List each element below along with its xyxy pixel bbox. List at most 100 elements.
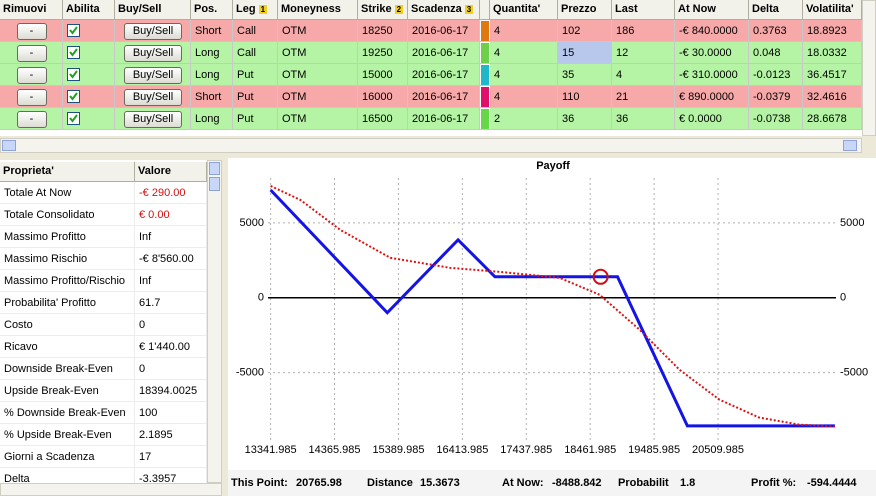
cell: 2016-06-17	[408, 64, 480, 86]
column-header[interactable]: Prezzo	[558, 0, 612, 20]
leg-color	[480, 42, 490, 64]
checkbox[interactable]	[67, 90, 80, 103]
cell: Buy/Sell	[115, 42, 191, 64]
column-header[interactable]: Scadenza 3	[408, 0, 480, 20]
cell: Put	[233, 86, 278, 108]
leg-color-swatch	[481, 65, 489, 85]
column-header[interactable]: Moneyness	[278, 0, 358, 20]
status-label: Distance	[367, 477, 413, 489]
button[interactable]: Buy/Sell	[124, 23, 182, 40]
cell: Massimo Rischio	[0, 248, 135, 270]
cell: 18.8923	[803, 20, 862, 42]
button[interactable]: -	[16, 67, 47, 84]
cell: 4	[612, 64, 675, 86]
status-value: 1.8	[680, 477, 695, 489]
column-header[interactable]: Delta	[749, 0, 803, 20]
cell: 18394.0025	[135, 380, 207, 402]
column-header[interactable]: At Now	[675, 0, 749, 20]
button[interactable]: Buy/Sell	[124, 45, 182, 62]
checkbox[interactable]	[67, 112, 80, 125]
cell: 0	[135, 314, 207, 336]
cell: 4	[490, 20, 558, 42]
cell	[63, 108, 115, 130]
button[interactable]: Buy/Sell	[124, 89, 182, 106]
header-label: Volatilita'	[806, 3, 854, 15]
sort-badge: 3	[464, 4, 474, 14]
y2-tick-label: 5000	[840, 217, 864, 229]
column-header[interactable]: Quantita'	[490, 0, 558, 20]
h-scrollbar[interactable]	[0, 483, 222, 496]
cell: -0.0738	[749, 108, 803, 130]
column-header[interactable]: Rimuovi	[0, 0, 63, 20]
cell: Buy/Sell	[115, 86, 191, 108]
legs-table: Rimuovi Abilita Buy/Sell Pos. Leg 1 Moneyness S…	[0, 0, 862, 136]
cell	[63, 64, 115, 86]
cell: 2016-06-17	[408, 86, 480, 108]
checkbox[interactable]	[67, 24, 80, 37]
column-header[interactable]: Strike 2	[358, 0, 408, 20]
cell: 0.048	[749, 42, 803, 64]
cell: Costo	[0, 314, 135, 336]
button[interactable]: -	[16, 111, 47, 128]
h-scrollbar[interactable]	[0, 138, 862, 153]
header-label: Prezzo	[561, 3, 597, 15]
cell: 0	[135, 358, 207, 380]
checkbox[interactable]	[67, 46, 80, 59]
checkbox[interactable]	[67, 68, 80, 81]
cell: € 0.00	[135, 204, 207, 226]
payoff-chart: Payoff 13341.985 14365.985 15389.985 16413.9…	[228, 158, 876, 496]
column-header[interactable]: Leg 1	[233, 0, 278, 20]
x-tick-label: 18461.985	[564, 444, 616, 456]
column-header[interactable]: Buy/Sell	[115, 0, 191, 20]
button[interactable]: Buy/Sell	[124, 67, 182, 84]
cell: 2016-06-17	[408, 20, 480, 42]
leg-color-swatch	[481, 109, 489, 129]
cell: 17	[135, 446, 207, 468]
v-scrollbar[interactable]	[207, 160, 222, 483]
button[interactable]: Buy/Sell	[124, 111, 182, 128]
status-bar	[228, 470, 876, 496]
column-header[interactable]: Valore	[135, 162, 207, 182]
x-tick-label: 20509.985	[692, 444, 744, 456]
cell: 36	[612, 108, 675, 130]
cell: Long	[191, 108, 233, 130]
column-header[interactable]: Abilita	[63, 0, 115, 20]
header-label: Buy/Sell	[118, 3, 162, 15]
cell: Giorni a Scadenza	[0, 446, 135, 468]
column-header[interactable]: Last	[612, 0, 675, 20]
cell: 2.1895	[135, 424, 207, 446]
status-value: 15.3673	[420, 477, 460, 489]
button[interactable]: -	[16, 45, 47, 62]
button[interactable]: -	[16, 89, 47, 106]
header-label: Moneyness	[281, 3, 341, 15]
column-header[interactable]: Volatilita'	[803, 0, 862, 20]
column-header	[480, 0, 490, 20]
cell: 2016-06-17	[408, 108, 480, 130]
leg-color	[480, 64, 490, 86]
x-tick-label: 19485.985	[628, 444, 680, 456]
cell: Delta	[0, 468, 135, 483]
cell: Buy/Sell	[115, 108, 191, 130]
cell: Call	[233, 20, 278, 42]
header-label: At Now	[678, 3, 716, 15]
current-point	[592, 268, 609, 285]
status-value: -594.4444	[807, 477, 857, 489]
cell: 12	[612, 42, 675, 64]
cell: 16500	[358, 108, 408, 130]
v-scrollbar[interactable]	[862, 0, 876, 136]
column-header[interactable]: Pos.	[191, 0, 233, 20]
cell: 16000	[358, 86, 408, 108]
cell: 36.4517	[803, 64, 862, 86]
cell: Short	[191, 20, 233, 42]
cell: 36	[558, 108, 612, 130]
button[interactable]: -	[16, 23, 47, 40]
cell: -€ 840.0000	[675, 20, 749, 42]
status-label: This Point:	[231, 477, 288, 489]
x-tick-label: 16413.985	[436, 444, 488, 456]
cell: Inf	[135, 270, 207, 292]
status-label: Probabilit	[618, 477, 669, 489]
cell: € 0.0000	[675, 108, 749, 130]
column-header[interactable]: Proprieta'	[0, 162, 135, 182]
cell: Upside Break-Even	[0, 380, 135, 402]
header-label: Abilita	[66, 3, 100, 15]
